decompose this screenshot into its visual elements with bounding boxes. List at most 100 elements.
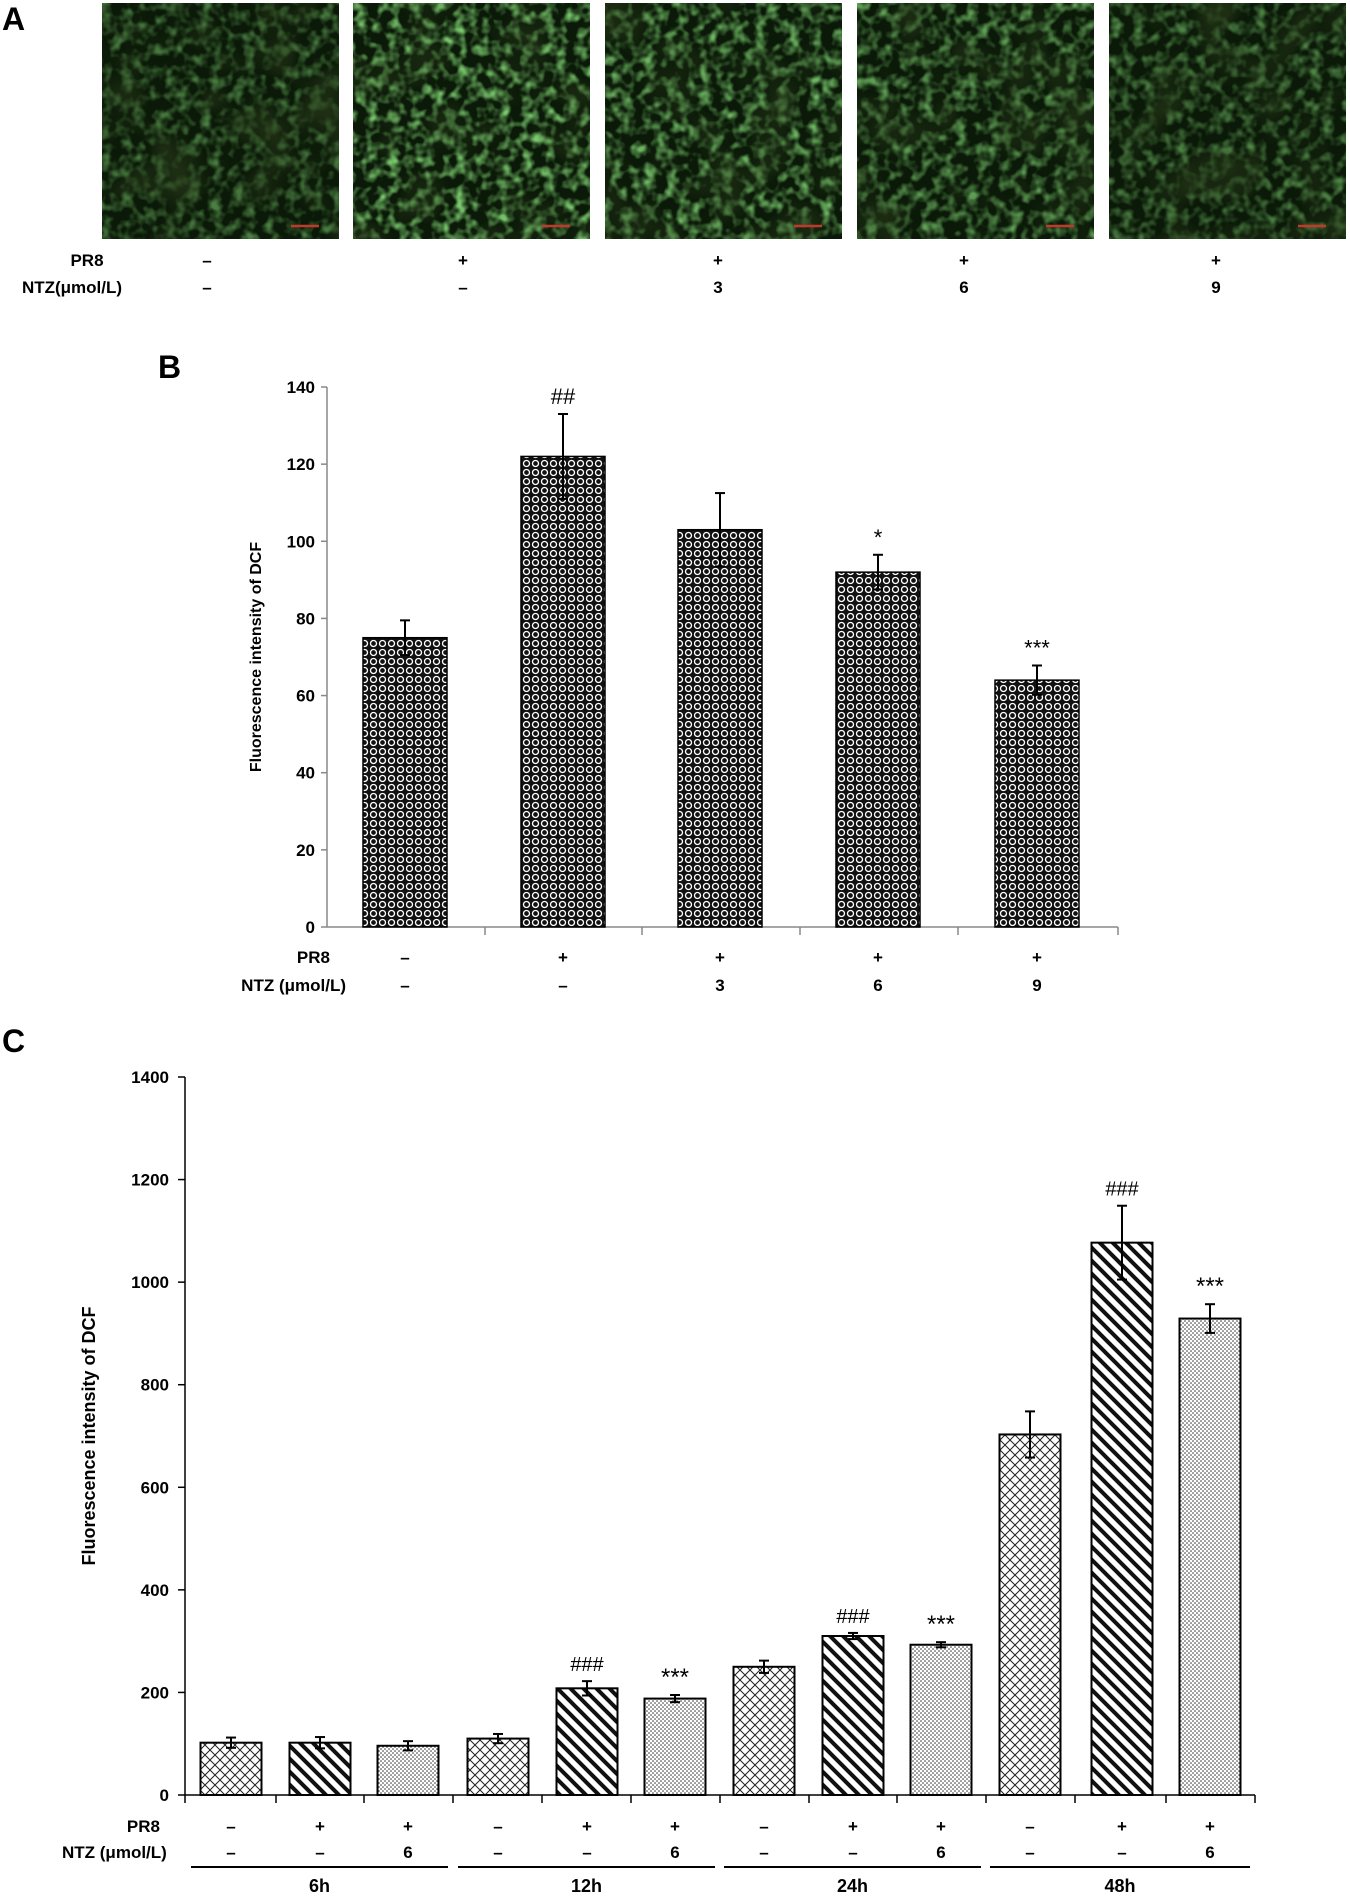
panel-c-y-tick-label: 800 bbox=[141, 1376, 169, 1395]
panel-b-ntz-value-5: 9 bbox=[1032, 976, 1041, 995]
panel-b-y-tick-label: 120 bbox=[287, 455, 315, 474]
panel-c-significance-12: *** bbox=[1196, 1273, 1224, 1300]
panel-c-bar-12h-1 bbox=[466, 1737, 530, 1796]
panel-c-ntz-value-6: 6 bbox=[670, 1843, 679, 1862]
panel-c-row-label-ntz: NTZ (μmol/L) bbox=[62, 1843, 167, 1862]
panel-c-pr8-value-2: + bbox=[315, 1817, 325, 1836]
panel-a-ntz-value-5: 9 bbox=[1211, 278, 1220, 297]
micrograph-shadow-4 bbox=[857, 3, 1094, 239]
panel-b-y-tick-label: 0 bbox=[306, 918, 315, 937]
panel-b-y-tick-label: 140 bbox=[287, 378, 315, 397]
panel-a-ntz-value-2: – bbox=[458, 278, 467, 297]
panel-c-pr8-value-4: – bbox=[493, 1817, 502, 1836]
panel-a-pr8-value-2: + bbox=[458, 251, 468, 270]
panel-c-y-tick-label: 1400 bbox=[131, 1068, 169, 1087]
panel-c-ntz-value-3: 6 bbox=[403, 1843, 412, 1862]
panel-c-y-tick-label: 400 bbox=[141, 1581, 169, 1600]
micrograph-shadow-2 bbox=[353, 3, 590, 239]
panel-c-group-label-12h: 12h bbox=[571, 1876, 602, 1896]
panel-label-b: B bbox=[158, 349, 181, 385]
panel-b-significance-5: *** bbox=[1024, 635, 1050, 660]
panel-a-pr8-value-3: + bbox=[713, 251, 723, 270]
panel-b-ntz-value-1: – bbox=[400, 976, 409, 995]
panel-c-bar-6h-1 bbox=[199, 1741, 263, 1797]
panel-b-y-tick-label: 60 bbox=[296, 687, 315, 706]
micrograph-shadow-1 bbox=[102, 3, 339, 239]
panel-b-ntz-value-2: – bbox=[558, 976, 567, 995]
panel-c-pr8-value-10: – bbox=[1025, 1817, 1034, 1836]
panel-b-ntz-value-4: 6 bbox=[873, 976, 882, 995]
panel-b-significance-4: * bbox=[874, 525, 883, 550]
panel-c-pr8-value-11: + bbox=[1117, 1817, 1127, 1836]
panel-label-a: A bbox=[2, 1, 25, 37]
panel-c-significance-6: *** bbox=[661, 1664, 689, 1691]
panel-c-bar-24h-1 bbox=[732, 1665, 796, 1797]
panel-c-significance-11: ### bbox=[1105, 1179, 1139, 1201]
panel-c-y-tick-label: 1000 bbox=[131, 1273, 169, 1292]
panel-b-y-tick-label: 100 bbox=[287, 532, 315, 551]
panel-c-pr8-value-3: + bbox=[403, 1817, 413, 1836]
panel-c-group-label-48h: 48h bbox=[1104, 1876, 1135, 1896]
panel-c-pr8-value-12: + bbox=[1205, 1817, 1215, 1836]
panel-c-y-axis-title: Fluorescence intensity of DCF bbox=[79, 1306, 99, 1565]
panel-c-y-tick-label: 600 bbox=[141, 1478, 169, 1497]
panel-c-group-label-24h: 24h bbox=[837, 1876, 868, 1896]
panel-c-significance-8: ### bbox=[836, 1606, 870, 1628]
panel-c-pr8-value-1: – bbox=[226, 1817, 235, 1836]
panel-c-pr8-value-5: + bbox=[582, 1817, 592, 1836]
panel-c-ntz-value-7: – bbox=[759, 1843, 768, 1862]
panel-c-row-label-pr8: PR8 bbox=[127, 1817, 160, 1836]
panel-b-row-label-pr8: PR8 bbox=[297, 948, 330, 967]
panel-c-bar-48h-2 bbox=[1090, 1241, 1154, 1796]
panel-c-pr8-value-6: + bbox=[670, 1817, 680, 1836]
panel-c-ntz-value-9: 6 bbox=[936, 1843, 945, 1862]
panel-b-ntz-value-3: 3 bbox=[715, 976, 724, 995]
panel-c-significance-5: ### bbox=[570, 1654, 604, 1676]
panel-b-bar-5 bbox=[994, 679, 1080, 928]
panel-b-y-axis-title: Fluorescence intensity of DCF bbox=[248, 542, 265, 772]
panel-label-c: C bbox=[2, 1023, 25, 1059]
panel-c-ntz-value-1: – bbox=[226, 1843, 235, 1862]
panel-c-group-label-6h: 6h bbox=[309, 1876, 330, 1896]
panel-c-pr8-value-8: + bbox=[848, 1817, 858, 1836]
panel-b-y-tick-label: 40 bbox=[296, 764, 315, 783]
panel-c-y-tick-label: 200 bbox=[141, 1683, 169, 1702]
panel-b-chart: 0 20 40 60 80 100 120 140 – – ## + – +3 * +6 *** +9 PR8 NTZ… bbox=[241, 378, 1119, 995]
panel-b-bar-4 bbox=[835, 571, 921, 928]
panel-a-pr8-value-4: + bbox=[959, 251, 969, 270]
panel-c-ntz-value-2: – bbox=[315, 1843, 324, 1862]
panel-b-row-label-ntz: NTZ (μmol/L) bbox=[241, 976, 346, 995]
panel-b-pr8-value-1: – bbox=[400, 948, 409, 967]
panel-c-y-tick-label: 1200 bbox=[131, 1171, 169, 1190]
panel-a-micrographs: – – + – +3 +6 +9 PR8 NTZ(μmol/L) bbox=[22, 3, 1346, 297]
panel-c-ntz-value-11: – bbox=[1117, 1843, 1126, 1862]
panel-c-bar-24h-3 bbox=[909, 1643, 973, 1797]
panel-c-ntz-value-8: – bbox=[848, 1843, 857, 1862]
panel-b-pr8-value-5: + bbox=[1032, 948, 1042, 967]
panel-c-y-tick-label: 0 bbox=[160, 1786, 169, 1805]
panel-b-bar-2 bbox=[520, 455, 606, 928]
panel-a-ntz-value-3: 3 bbox=[713, 278, 722, 297]
panel-c-ntz-value-5: – bbox=[582, 1843, 591, 1862]
panel-c-bar-6h-2 bbox=[288, 1741, 352, 1797]
panel-b-y-tick-label: 80 bbox=[296, 609, 315, 628]
panel-c-ntz-value-10: – bbox=[1025, 1843, 1034, 1862]
panel-c-bar-12h-3 bbox=[643, 1697, 707, 1797]
panel-c-pr8-value-9: + bbox=[936, 1817, 946, 1836]
panel-c-bar-48h-3 bbox=[1178, 1317, 1242, 1796]
panel-a-row-label-pr8: PR8 bbox=[70, 251, 103, 270]
panel-c-bar-48h-1 bbox=[998, 1433, 1062, 1796]
panel-b-pr8-value-4: + bbox=[873, 948, 883, 967]
panel-a-ntz-value-4: 6 bbox=[959, 278, 968, 297]
panel-a-ntz-value-1: – bbox=[202, 278, 211, 297]
panel-c-bar-12h-2 bbox=[555, 1687, 619, 1796]
panel-b-pr8-value-3: + bbox=[715, 948, 725, 967]
panel-b-significance-2: ## bbox=[551, 384, 576, 409]
panel-a-row-label-ntz: NTZ(μmol/L) bbox=[22, 278, 122, 297]
micrograph-shadow-5 bbox=[1109, 3, 1346, 239]
panel-c-bar-6h-3 bbox=[376, 1744, 440, 1797]
panel-b-pr8-value-2: + bbox=[558, 948, 568, 967]
panel-c-bar-24h-2 bbox=[821, 1635, 885, 1796]
panel-b-bar-1 bbox=[362, 636, 448, 928]
